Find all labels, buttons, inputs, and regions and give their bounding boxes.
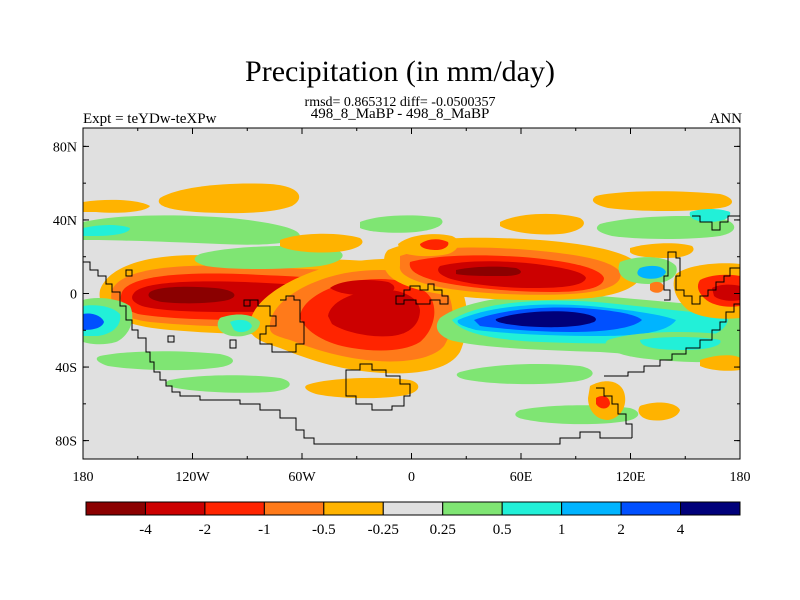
- field-maritime-blue: [637, 265, 666, 279]
- lat-tick-label: 80S: [55, 435, 77, 450]
- stats-line: rmsd= 0.865312 diff= -0.0500357: [304, 95, 496, 110]
- coast-asia: [663, 251, 740, 305]
- season-label: ANN: [709, 111, 743, 127]
- contour-fields: [83, 183, 740, 425]
- colorbar-swatch: [561, 501, 622, 516]
- colorbar-label: 0.25: [430, 522, 456, 538]
- colorbar-label: -0.5: [312, 522, 336, 538]
- field-east-orange: [592, 191, 732, 211]
- field-npac-orange: [158, 183, 300, 214]
- colorbar-swatch: [620, 501, 682, 516]
- field-atl-green: [360, 215, 443, 233]
- field-sahara-red: [420, 239, 449, 250]
- field-indian-navy: [495, 311, 596, 328]
- colorbar-swatch: [442, 501, 503, 516]
- coast-indonesia: [596, 387, 633, 438]
- field-aus-orange: [700, 355, 740, 371]
- field-mid-orange: [280, 233, 363, 253]
- coast-americas: [83, 261, 632, 445]
- field-cenpac-cyan: [230, 319, 252, 333]
- colorbar-swatch: [144, 501, 206, 516]
- lat-tick-label: 40S: [55, 361, 77, 376]
- lon-tick-label: 60W: [288, 470, 316, 485]
- field-east-orange2: [630, 243, 694, 258]
- lat-tick-label: 0: [70, 288, 77, 303]
- colorbar-swatch: [204, 501, 265, 516]
- field-pacific-core: [148, 286, 235, 304]
- field-spac-green: [96, 351, 233, 371]
- lon-tick-label: 60E: [510, 470, 533, 485]
- colorbar-label: -0.25: [368, 522, 399, 538]
- field-natl-orange: [500, 213, 584, 235]
- colorbar-swatch: [680, 501, 741, 516]
- coast-southamerica-east: [244, 295, 305, 353]
- coast-australia: [604, 303, 740, 377]
- field-spac-green2: [166, 375, 290, 393]
- lat-axis: 80N 40N 0 40S 80S: [53, 140, 740, 450]
- colorbar-label: -1: [258, 522, 271, 538]
- field-so-red: [596, 396, 610, 409]
- field-satl-orange: [305, 377, 419, 399]
- lon-tick-label: 0: [408, 470, 415, 485]
- colorbar-swatch: [501, 501, 563, 516]
- lon-tick-label: 180: [73, 470, 94, 485]
- colorbar-label: 2: [617, 522, 625, 538]
- field-india-core: [456, 266, 521, 276]
- case-line: 498_8_MaBP - 498_8_MaBP: [310, 106, 490, 122]
- field-atlantic-deepred2: [330, 280, 395, 296]
- colorbar-label: 4: [677, 522, 685, 538]
- lon-tick-label: 120E: [616, 470, 646, 485]
- experiment-label: Expt = teYDw-teXPw: [83, 111, 217, 127]
- colorbar-label: 1: [558, 522, 566, 538]
- field-satl-green: [456, 364, 593, 385]
- field-epac-blue: [83, 313, 104, 330]
- coast-islands: [125, 269, 251, 349]
- lat-tick-label: 80N: [53, 140, 77, 155]
- field-wpac-deepred: [712, 284, 740, 301]
- field-npac-orange-b: [83, 199, 150, 213]
- field-maritime-orange: [650, 281, 664, 293]
- coast-east-asia: [692, 215, 740, 231]
- coast-africa: [395, 283, 449, 305]
- lon-tick-label: 120W: [175, 470, 210, 485]
- lon-tick-label: 180: [730, 470, 751, 485]
- colorbar-label: 0.5: [493, 522, 512, 538]
- colorbar-label: -2: [199, 522, 212, 538]
- colorbar-swatch: [382, 501, 444, 516]
- lon-axis: 180 120W 60W 0 60E 120E 180: [73, 128, 751, 485]
- field-npac-green1: [83, 215, 300, 245]
- colorbar-swatch: [85, 501, 146, 516]
- lat-tick-label: 40N: [53, 214, 77, 229]
- colorbar-swatch: [263, 501, 325, 516]
- colorbar: -4 -2 -1 -0.5 -0.25 0.25 0.5 1 2 4: [85, 501, 741, 538]
- colorbar-swatch: [323, 501, 384, 516]
- field-npac-cyan1: [83, 225, 130, 236]
- chart-title: Precipitation (in mm/day): [245, 55, 555, 88]
- coastlines: [83, 215, 740, 445]
- colorbar-label: -4: [139, 522, 152, 538]
- field-atlantic-deepred: [328, 289, 420, 337]
- coast-southern-island: [345, 363, 411, 411]
- field-so-orange2: [638, 402, 680, 421]
